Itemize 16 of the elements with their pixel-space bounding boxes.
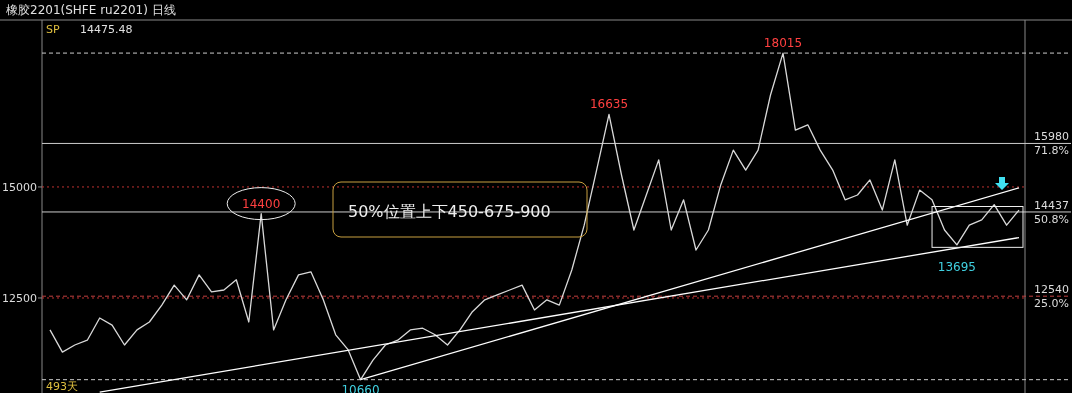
annotation: 16635: [589, 97, 629, 112]
annotation: 13695: [937, 259, 976, 274]
ref-line-label: 15980 71.8%: [1034, 130, 1069, 158]
annotation: 50%位置上下450-675-900: [348, 202, 551, 221]
annotation: 14400: [242, 196, 281, 211]
annotation: 10660: [341, 382, 380, 393]
y-tick-label: 15000: [2, 180, 37, 194]
annotation: 14475.48: [80, 23, 133, 36]
chart-title: 橡胶2201(SHFE ru2201) 日线: [6, 3, 176, 17]
y-tick-label: 12500: [2, 291, 37, 305]
ref-line-label: 12540 25.0%: [1034, 283, 1069, 311]
line-series: [49, 52, 1020, 381]
ref-line-label: 14437 50.8%: [1034, 198, 1069, 226]
annotation: 18015: [763, 36, 803, 51]
annotation: 493天: [46, 380, 78, 393]
annotation: SP: [46, 23, 60, 36]
